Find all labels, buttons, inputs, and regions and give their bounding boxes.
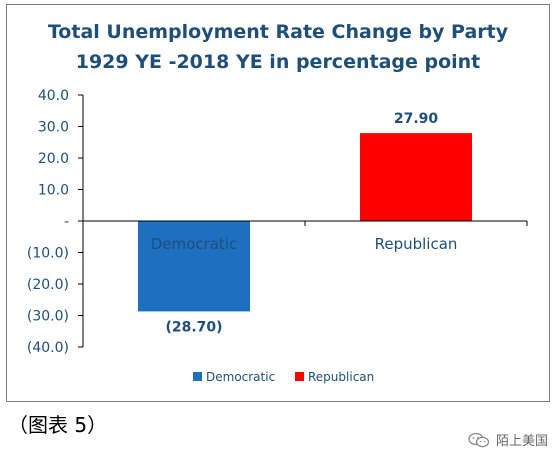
y-tick-label: (40.0) xyxy=(27,340,69,356)
data-label: 27.90 xyxy=(394,111,439,127)
y-tick-label: 30.0 xyxy=(38,120,69,136)
x-tick-label: Republican xyxy=(375,235,458,253)
bar-republican xyxy=(360,133,472,221)
x-tick-label: Democratic xyxy=(151,235,237,253)
chart-frame: Total Unemployment Rate Change by Party … xyxy=(6,4,550,402)
legend-swatch xyxy=(193,372,202,381)
y-tick-label: - xyxy=(64,214,69,230)
legend-entry: Republican xyxy=(308,370,374,384)
watermark-text: 陌上美国 xyxy=(495,434,548,449)
data-label: (28.70) xyxy=(165,319,222,335)
y-tick-label: 10.0 xyxy=(38,183,69,199)
legend-entry: Democratic xyxy=(206,370,275,384)
legend-swatch xyxy=(295,372,304,381)
y-tick-label: 20.0 xyxy=(38,151,69,167)
bar-democratic xyxy=(138,221,250,312)
chart-title-line-2: 1929 YE -2018 YE in percentage point xyxy=(75,51,481,73)
y-tick-label: 40.0 xyxy=(38,88,69,104)
wechat-icon xyxy=(468,432,490,447)
y-tick-label: (30.0) xyxy=(27,309,69,325)
chart-title-line-1: Total Unemployment Rate Change by Party xyxy=(47,21,509,43)
y-tick-label: (10.0) xyxy=(27,246,69,262)
y-tick-label: (20.0) xyxy=(27,277,69,293)
figure-caption: （图表 5） xyxy=(8,413,108,437)
bar-chart: 40.0 30.0 20.0 10.0 - (10.0) (20.0) (30.0) (40.0… xyxy=(27,88,528,384)
watermark: 陌上美国 xyxy=(468,430,548,449)
